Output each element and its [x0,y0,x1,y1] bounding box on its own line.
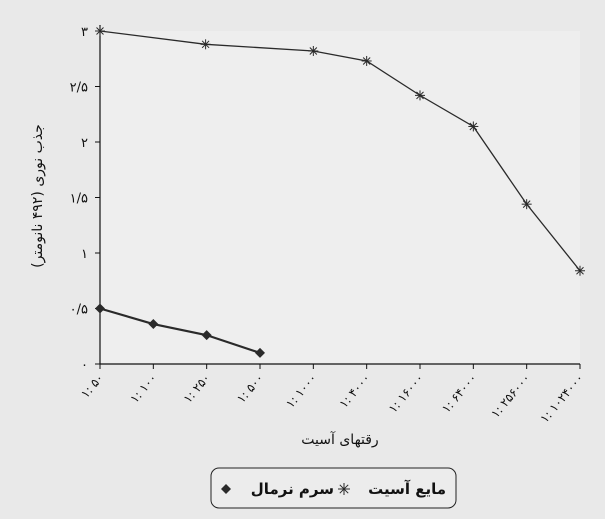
point-ascites [361,55,372,66]
point-normal-serum [148,319,159,330]
series-line-ascites [99,30,581,272]
y-tick-label: ۰/۵ [70,303,88,318]
legend-ascites-label: مایع آسیت [368,480,446,498]
point-normal-serum [95,303,105,314]
point-ascites [575,265,585,276]
point-ascites [200,39,211,50]
point-ascites [521,199,532,210]
y-axis-title: جذب نوری (۴۹۲ نانومتر) [30,124,46,268]
y-tick-label: ۰ [81,358,88,373]
y-tick-label: ۳ [81,25,88,40]
y-tick-label: ۲ [81,136,88,151]
legend: مایع آسیت سرم نرمال [210,467,457,509]
point-ascites [95,26,105,36]
point-normal-serum [201,330,212,341]
legend-ascites-marker [338,483,350,495]
point-normal-serum [255,347,265,358]
x-axis-title: رقتهای آسیت [301,431,378,448]
legend-normal-serum-marker [221,484,231,494]
point-ascites [468,121,479,132]
series-line-normal-serum [99,307,261,354]
legend-normal-serum-label: سرم نرمال [251,480,334,498]
series-layer [95,26,585,358]
y-tick-label: ۲/۵ [70,81,88,96]
y-tick-label: ۱/۵ [70,192,88,207]
point-ascites [308,45,319,56]
point-ascites [415,90,425,101]
y-tick-label: ۱ [81,247,88,262]
legend-box [210,467,457,509]
plot-area [100,31,580,364]
